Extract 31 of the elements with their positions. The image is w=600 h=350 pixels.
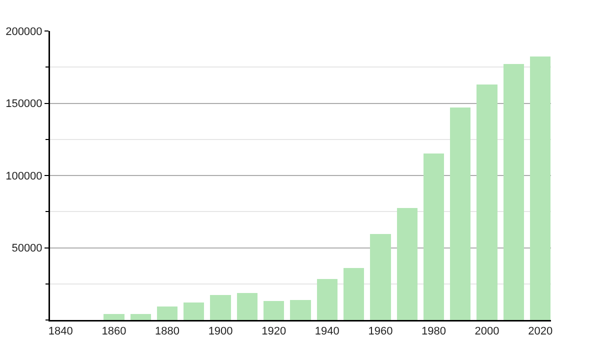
x-tick-label: 1840 xyxy=(48,326,73,338)
bar xyxy=(396,208,418,320)
bar xyxy=(370,234,391,320)
y-tick-label: 150000 xyxy=(6,98,42,110)
x-tick-label: 1960 xyxy=(368,326,393,338)
x-tick-label: 1900 xyxy=(208,326,233,338)
bar xyxy=(423,154,444,320)
x-tick-label: 1860 xyxy=(102,326,126,338)
bar xyxy=(184,302,204,320)
x-tick-label: 2020 xyxy=(528,326,553,338)
bar xyxy=(476,84,498,320)
x-tick-label: 1980 xyxy=(422,326,446,338)
bar xyxy=(450,108,471,320)
x-tick-label: 1940 xyxy=(314,326,340,338)
bar xyxy=(210,295,231,320)
bar xyxy=(316,279,338,320)
bar xyxy=(530,56,551,320)
bar xyxy=(264,301,284,320)
x-tick-label: 1880 xyxy=(155,326,180,338)
bar xyxy=(290,300,311,320)
y-tick-label: 50000 xyxy=(12,242,42,255)
bar xyxy=(236,292,258,320)
bar xyxy=(156,306,178,320)
y-tick-label: 100000 xyxy=(6,170,42,182)
bar xyxy=(343,268,364,320)
bar xyxy=(130,314,151,320)
x-tick-label: 1920 xyxy=(262,326,286,338)
y-tick-label: 200000 xyxy=(6,26,42,38)
bar xyxy=(104,314,124,320)
x-tick-label: 2000 xyxy=(474,326,500,338)
bar xyxy=(503,64,524,320)
